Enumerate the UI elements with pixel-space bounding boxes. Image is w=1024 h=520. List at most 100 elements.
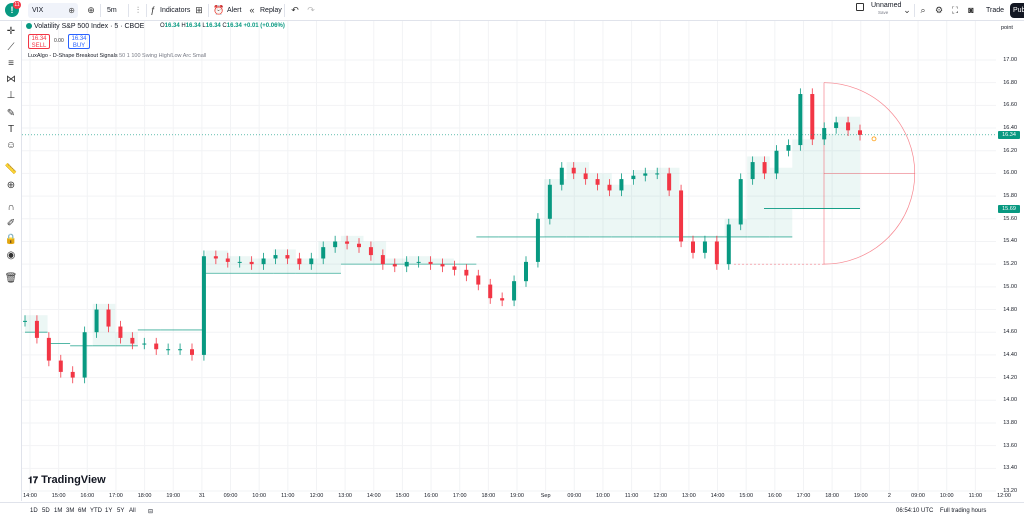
layout-icon[interactable] <box>856 3 864 11</box>
chart-type-icon[interactable]: ⫶ <box>136 5 140 15</box>
crosshair-icon[interactable]: ✛ <box>6 26 16 37</box>
candle-body <box>130 337 135 344</box>
alert-button[interactable]: Alert <box>227 7 242 14</box>
trash-icon[interactable]: 🗑 <box>4 273 18 284</box>
symbol-search[interactable]: VIX ⊕ <box>28 3 78 18</box>
candle-body <box>357 243 361 248</box>
brush-icon[interactable]: ✎ <box>6 108 16 119</box>
settings-icon[interactable]: ⚙ <box>934 5 944 15</box>
fullscreen-icon[interactable]: ⛶ <box>951 5 959 15</box>
replay-icon[interactable]: « <box>249 5 255 15</box>
tradingview-logo[interactable]: 𝟏𝟕 TradingView <box>28 474 106 486</box>
candle-body <box>333 241 338 248</box>
publish-button[interactable]: Pub <box>1010 3 1024 18</box>
goto-date-icon[interactable]: ⊟ <box>148 509 154 515</box>
sell-label: SELL <box>31 43 47 49</box>
candle-body <box>583 173 588 180</box>
indicator-legend[interactable]: LuxAlgo - D-Shape Breakout Signals 50 1 … <box>28 53 206 59</box>
compare-icon[interactable]: ⊕ <box>68 6 75 15</box>
lock-icon[interactable]: 🔒 <box>4 234 18 245</box>
support-fill <box>340 235 364 265</box>
session-label[interactable]: Full trading hours <box>940 508 987 514</box>
candle-body <box>726 224 731 265</box>
support-fill <box>250 258 274 274</box>
stay-drawing-icon[interactable]: ✐ <box>6 218 16 229</box>
search-icon[interactable]: ⌕ <box>920 5 926 15</box>
chevron-down-icon[interactable]: ⌄ <box>903 5 911 15</box>
range-button-1m[interactable]: 1M <box>54 508 63 514</box>
candle-body <box>178 349 183 351</box>
time-tick: 11:00 <box>281 493 295 499</box>
candle-body <box>524 261 528 282</box>
chart-grid <box>22 21 996 493</box>
symbol-description[interactable]: Volatility S&P 500 Index · 5 · CBOE <box>33 23 145 30</box>
candle-body <box>846 122 851 131</box>
trend-line-icon[interactable]: ⟋ <box>7 42 15 53</box>
magnet-icon[interactable]: ∩ <box>7 202 15 213</box>
range-button-5d[interactable]: 5D <box>42 508 50 514</box>
time-tick: 15:00 <box>739 493 754 499</box>
camera-icon[interactable]: ◙ <box>968 5 974 15</box>
time-tick: 17:00 <box>796 493 811 499</box>
range-button-all[interactable]: All <box>129 508 136 514</box>
candle-body <box>762 162 767 174</box>
forecast-icon[interactable]: ⊥ <box>6 90 16 101</box>
price-tick: 13.20 <box>1003 488 1017 494</box>
indicators-button[interactable]: Indicators <box>160 7 191 14</box>
indicators-icon[interactable]: ƒ <box>150 5 156 15</box>
range-button-1d[interactable]: 1D <box>30 508 38 514</box>
divider <box>146 4 147 17</box>
trade-button[interactable]: Trade <box>986 7 1005 14</box>
templates-icon[interactable]: ⊞ <box>195 5 203 15</box>
time-tick: 15:00 <box>395 493 410 499</box>
sell-price: 16.34 <box>31 36 47 42</box>
legend-title-row: Volatility S&P 500 Index · 5 · CBOE <box>26 23 144 30</box>
candle-body <box>404 261 409 267</box>
notification-badge: 11 <box>13 1 21 9</box>
undo-icon[interactable]: ↶ <box>291 5 299 15</box>
candle-body <box>667 173 672 191</box>
time-tick: 14:00 <box>710 493 725 499</box>
candle-body <box>571 167 576 174</box>
support-fill <box>769 167 793 237</box>
utc-clock[interactable]: 06:54:10 UTC <box>896 508 934 514</box>
candle-body <box>225 258 230 262</box>
candle-body <box>535 218 540 262</box>
range-button-3m[interactable]: 3M <box>66 508 75 514</box>
price-scale[interactable]: 17.00 16.80 16.60 16.40 16.20 16.00 15.80 15.60… <box>996 21 1024 501</box>
interval-button[interactable]: 5m <box>107 7 117 14</box>
candle-body <box>297 258 302 265</box>
ruler-icon[interactable]: 📏 <box>4 164 18 175</box>
range-button-ytd[interactable]: YTD <box>90 508 102 514</box>
time-tick: 09:00 <box>567 493 582 499</box>
time-tick: 09:00 <box>911 493 925 499</box>
text-icon[interactable]: T <box>7 124 15 135</box>
price-tick: 16.80 <box>1003 79 1017 86</box>
buy-button[interactable]: 16.34 BUY <box>68 34 90 49</box>
candle-body <box>607 184 612 191</box>
candle-body <box>70 371 75 378</box>
candle-body <box>118 326 123 338</box>
candle-body <box>595 179 600 185</box>
d-shape-arc <box>734 82 916 265</box>
layout-save-label[interactable]: Save <box>878 10 889 15</box>
replay-button[interactable]: Replay <box>260 7 282 14</box>
zoom-icon[interactable]: ⊕ <box>6 180 16 191</box>
support-fill <box>611 184 635 237</box>
range-button-5y[interactable]: 5Y <box>117 508 125 514</box>
layout-name[interactable]: Unnamed <box>871 2 902 9</box>
pattern-icon[interactable]: ⋈ <box>6 74 16 85</box>
sell-button[interactable]: 16.34 SELL <box>28 34 50 49</box>
eye-icon[interactable]: ◉ <box>6 250 16 261</box>
range-button-1y[interactable]: 1Y <box>105 508 113 514</box>
alert-icon[interactable]: ⏰ <box>213 5 225 15</box>
add-symbol-icon[interactable]: ⊕ <box>87 5 95 15</box>
price-chart[interactable] <box>22 21 996 493</box>
fib-retracement-icon[interactable]: ≡ <box>8 58 14 69</box>
candle-body <box>798 94 803 146</box>
low-value: 16.34 <box>205 23 221 29</box>
redo-icon[interactable]: ↷ <box>307 5 315 15</box>
range-button-6m[interactable]: 6M <box>78 508 87 514</box>
drawing-toolbar: ✛ ⟋ ≡ ⋈ ⊥ ✎ T ☺ 📏 ⊕ ∩ ✐ 🔒 ◉ 🗑 <box>0 21 22 501</box>
emoji-icon[interactable]: ☺ <box>5 140 17 151</box>
